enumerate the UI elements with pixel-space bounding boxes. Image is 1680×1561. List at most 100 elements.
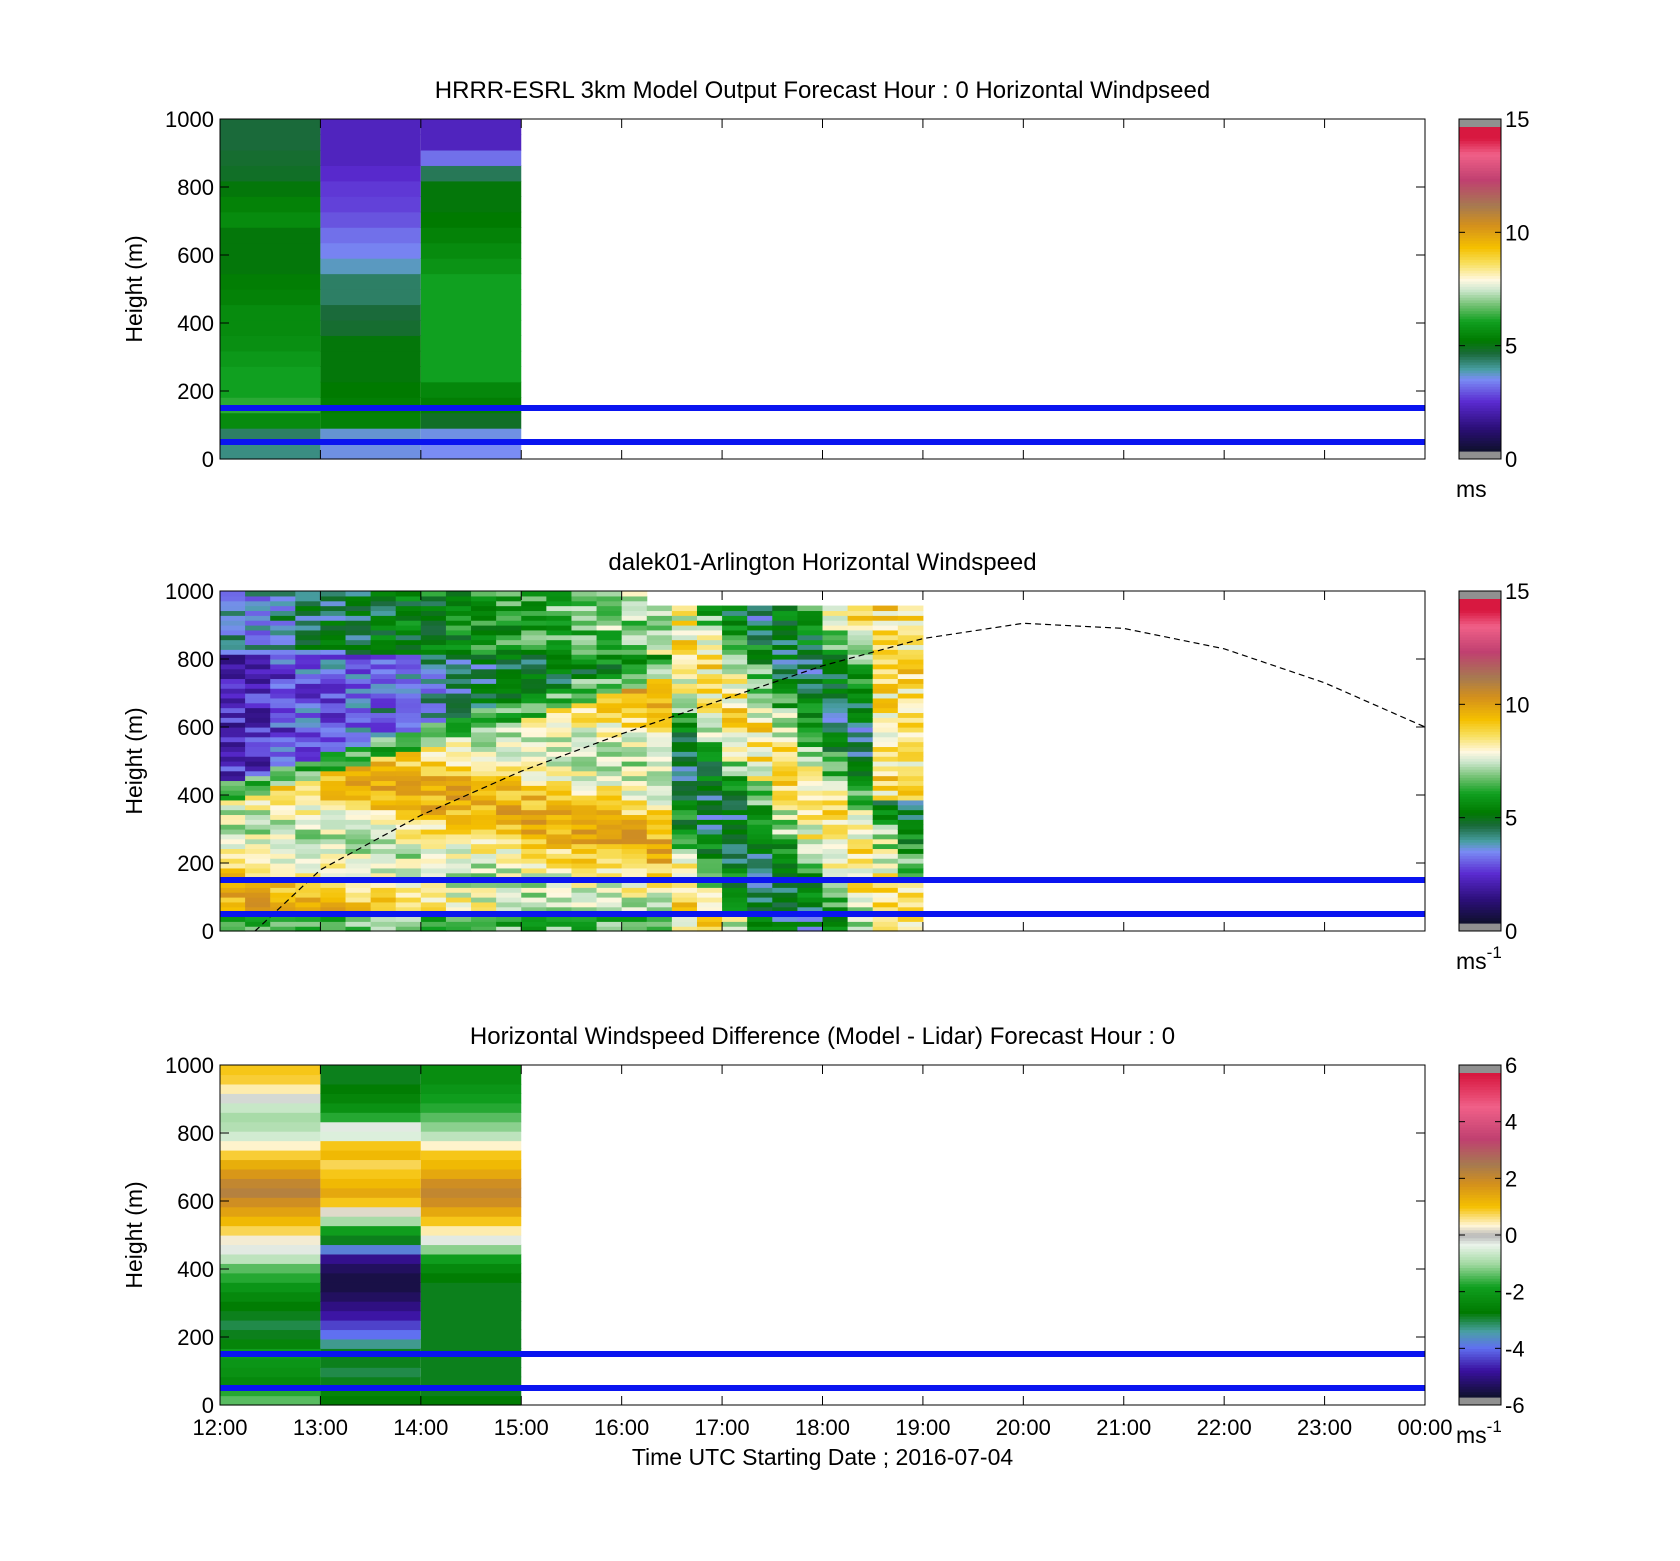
heatmap-cell — [897, 795, 924, 801]
heatmap-cell — [420, 1197, 522, 1208]
heatmap-cell — [571, 629, 598, 636]
heatmap-cell — [847, 678, 874, 684]
colorbar-swatch — [1459, 717, 1501, 722]
heatmap-cell — [571, 688, 598, 694]
heatmap-cell — [747, 659, 773, 665]
heatmap-cell — [445, 829, 472, 835]
heatmap-cell — [646, 921, 673, 927]
heatmap-cell — [822, 887, 849, 893]
heatmap-cell — [646, 615, 673, 621]
colorbar-swatch — [1459, 251, 1501, 255]
heatmap-cell — [295, 809, 321, 816]
heatmap-cell — [671, 722, 698, 728]
heatmap-cell — [822, 751, 849, 757]
heatmap-cell — [270, 697, 296, 704]
x-tick-label: 14:00 — [393, 1415, 448, 1440]
x-tick-label: 20:00 — [996, 1415, 1051, 1440]
heatmap-cell — [496, 688, 522, 694]
heatmap-cell — [270, 722, 296, 728]
colorbar-swatch — [1459, 421, 1501, 425]
heatmap-cell — [696, 892, 723, 898]
heatmap-cell — [646, 634, 673, 641]
heatmap-cell — [420, 242, 522, 259]
colorbar-swatch — [1459, 1105, 1501, 1109]
heatmap-cell — [897, 843, 924, 850]
heatmap-cell — [345, 775, 372, 782]
heatmap-cell — [445, 634, 472, 641]
colorbar-swatch — [1459, 199, 1501, 204]
heatmap-cell — [872, 639, 899, 646]
heatmap-cell — [220, 273, 321, 290]
heatmap-cell — [546, 775, 572, 782]
heatmap-cell — [295, 697, 321, 704]
heatmap-cell — [722, 625, 748, 631]
heatmap-cell — [546, 785, 572, 791]
heatmap-cell — [621, 882, 648, 888]
heatmap-cell — [546, 620, 572, 626]
heatmap-cell — [270, 600, 296, 607]
heatmap-cell — [822, 829, 849, 835]
colorbar-swatch — [1459, 912, 1501, 916]
colorbar-swatch — [1459, 1240, 1501, 1244]
heatmap-cell — [220, 620, 246, 626]
heatmap-cell — [847, 867, 874, 874]
heatmap-cell — [621, 605, 648, 612]
heatmap-cell — [521, 867, 547, 874]
heatmap-cell — [220, 304, 321, 321]
heatmap-cell — [596, 707, 623, 714]
heatmap-cell — [872, 829, 899, 835]
colorbar-swatch — [1459, 1237, 1501, 1241]
heatmap-cell — [395, 916, 422, 922]
colorbar-swatch — [1459, 666, 1501, 670]
heatmap-cell — [797, 746, 823, 752]
heatmap-cell — [320, 882, 347, 888]
heatmap-cell — [496, 644, 522, 650]
heatmap-cell — [621, 833, 648, 840]
heatmap-cell — [646, 819, 673, 825]
heatmap-cell — [370, 819, 397, 825]
colorbar-swatch — [1459, 253, 1501, 258]
colorbar-swatch — [1459, 1245, 1501, 1250]
heatmap-cell — [420, 887, 447, 893]
heatmap-cell — [320, 1168, 421, 1179]
heatmap-cell — [420, 1187, 522, 1198]
heatmap-cell — [696, 843, 723, 850]
colorbar-swatch — [1459, 189, 1501, 193]
heatmap-cell — [722, 824, 748, 830]
heatmap-cell — [847, 615, 874, 621]
heatmap-cell — [295, 629, 321, 636]
colorbar-swatch — [1459, 262, 1501, 266]
heatmap-cell — [772, 780, 798, 786]
heatmap-cell — [295, 892, 321, 898]
heatmap-cell — [722, 804, 748, 811]
heatmap-cell — [747, 887, 773, 893]
heatmap-cell — [471, 853, 497, 859]
heatmap-cell — [521, 863, 547, 869]
heatmap-cell — [571, 654, 598, 660]
heatmap-cell — [295, 620, 321, 626]
heatmap-cell — [420, 683, 447, 689]
colorbar-swatch — [1459, 828, 1501, 832]
heatmap-cell — [521, 814, 547, 820]
heatmap-cell — [320, 843, 347, 850]
heatmap-cell — [847, 688, 874, 694]
heatmap-cell — [596, 702, 623, 709]
heatmap-cell — [395, 702, 422, 709]
colorbar-swatch — [1459, 391, 1501, 395]
heatmap-cell — [671, 639, 698, 646]
heatmap-cell — [496, 863, 522, 869]
colorbar-swatch — [1459, 218, 1501, 223]
heatmap-cell — [646, 620, 673, 626]
heatmap-cell — [696, 663, 723, 670]
heatmap-cell — [822, 727, 849, 733]
heatmap-cell — [797, 659, 823, 665]
heatmap-cell — [420, 1235, 522, 1246]
heatmap-cell — [546, 756, 572, 762]
heatmap-cell — [671, 838, 698, 845]
heatmap-cell — [872, 780, 899, 786]
colorbar-swatch — [1459, 426, 1501, 430]
heatmap-cell — [696, 853, 723, 859]
heatmap-cell — [847, 897, 874, 903]
heatmap-cell — [270, 775, 296, 782]
colorbar-swatch — [1459, 858, 1501, 862]
